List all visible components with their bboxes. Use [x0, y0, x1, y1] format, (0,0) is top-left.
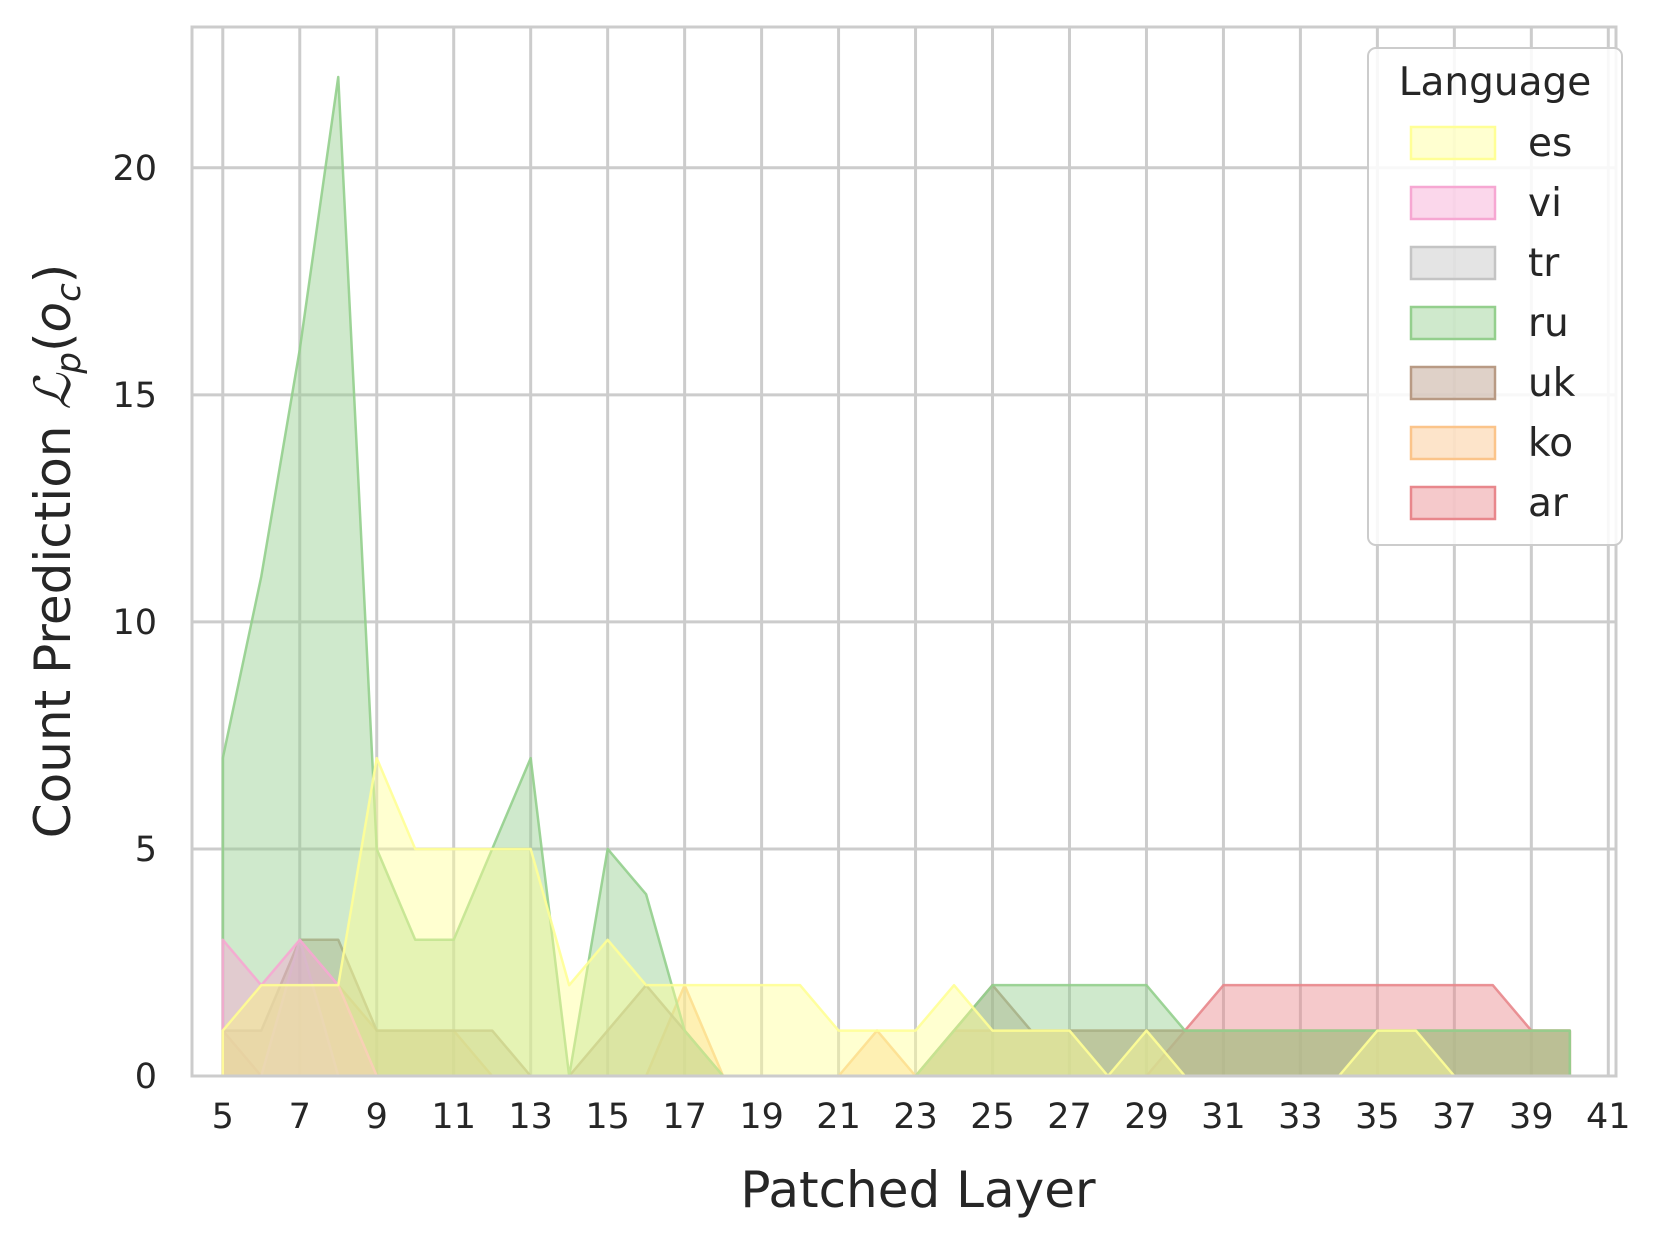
y-tick-label: 15 [112, 376, 157, 416]
x-tick-label: 37 [1432, 1097, 1477, 1137]
legend-swatch-es [1409, 125, 1497, 161]
x-tick-labels: 5 7 9 11 13 15 17 19 21 23 25 27 29 31 33 35 37 39 41 [212, 1097, 1631, 1137]
y-tick-label: 0 [135, 1057, 157, 1097]
x-tick-label: 9 [366, 1097, 388, 1137]
legend-swatch-uk [1409, 365, 1497, 401]
x-tick-label: 39 [1509, 1097, 1554, 1137]
x-tick-label: 33 [1278, 1097, 1323, 1137]
legend-swatch-ar [1409, 485, 1497, 521]
x-tick-label: 15 [585, 1097, 630, 1137]
legend-label-es: es [1528, 121, 1572, 166]
x-tick-label: 31 [1201, 1097, 1246, 1137]
x-tick-label: 35 [1355, 1097, 1400, 1137]
x-tick-label: 29 [1124, 1097, 1169, 1137]
x-tick-label: 13 [508, 1097, 553, 1137]
legend: Language es vi tr ru uk ko ar [1367, 47, 1623, 546]
area-series-es [221, 756, 1572, 1078]
y-tick-label: 10 [112, 603, 157, 643]
legend-label-ru: ru [1528, 301, 1569, 346]
legend-swatch-ko [1409, 425, 1497, 461]
x-axis-title: Patched Layer [740, 1161, 1096, 1219]
x-tick-label: 21 [816, 1097, 861, 1137]
x-tick-label: 41 [1586, 1097, 1631, 1137]
x-tick-label: 7 [289, 1097, 311, 1137]
x-tick-label: 17 [662, 1097, 707, 1137]
legend-swatch-vi [1409, 185, 1497, 221]
legend-label-ko: ko [1528, 421, 1573, 466]
x-gridlines [221, 27, 1610, 1076]
legend-swatch-ru [1409, 305, 1497, 341]
legend-label-uk: uk [1528, 361, 1576, 406]
legend-title: Language [1399, 60, 1591, 105]
x-tick-label: 23 [893, 1097, 938, 1137]
plot-frame [190, 25, 1618, 1078]
legend-swatch-tr [1409, 245, 1497, 281]
x-tick-label: 19 [739, 1097, 784, 1137]
legend-label-tr: tr [1528, 241, 1560, 286]
legend-label-ar: ar [1528, 481, 1569, 526]
x-tick-label: 11 [431, 1097, 476, 1137]
y-axis-title: Count Prediction ℒp(oc) [24, 264, 89, 839]
x-tick-label: 25 [970, 1097, 1015, 1137]
legend-label-vi: vi [1528, 181, 1562, 226]
x-tick-label: 27 [1047, 1097, 1092, 1137]
y-tick-label: 20 [112, 149, 157, 189]
x-tick-label: 5 [212, 1097, 234, 1137]
legend-frame [1367, 47, 1623, 546]
legend-items: es vi tr ru uk ko ar [1409, 121, 1576, 526]
y-tick-labels: 0 5 10 15 20 [112, 149, 157, 1097]
y-tick-label: 5 [135, 830, 157, 870]
